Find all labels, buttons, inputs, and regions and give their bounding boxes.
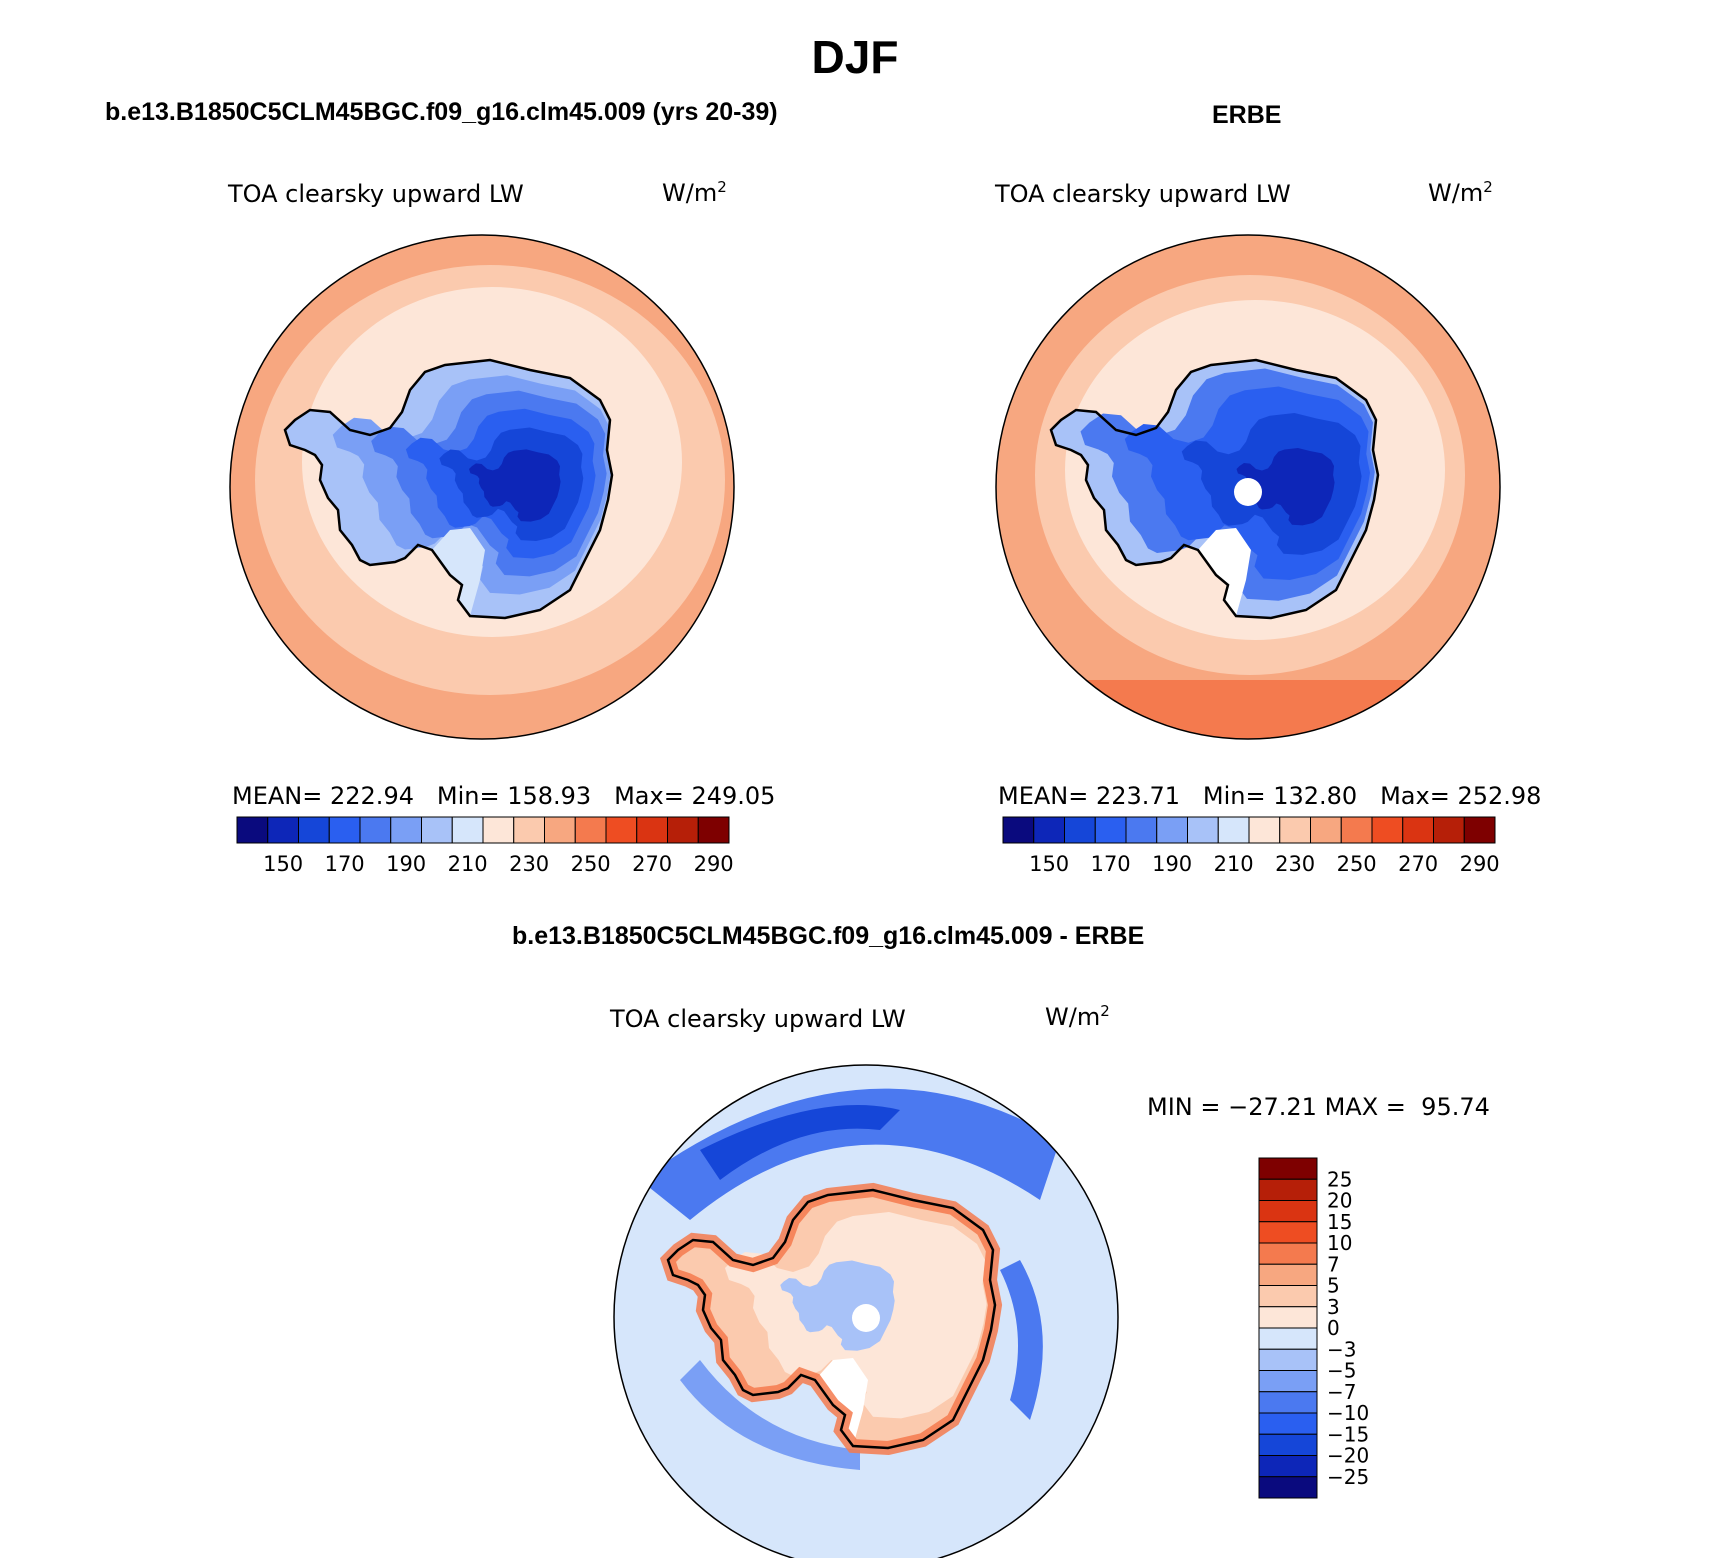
model-colorbar-swatch [298, 816, 330, 844]
diff-colorbar-swatch [1258, 1348, 1318, 1371]
obs-colorbar-swatch [1094, 816, 1127, 844]
model-colorbar-tick-label: 170 [325, 852, 365, 876]
diff-colorbar-swatch [1258, 1200, 1318, 1223]
obs-colorbar-tick-label: 270 [1398, 852, 1438, 876]
obs-colorbar-swatch [1279, 816, 1311, 844]
model-variable-label: TOA clearsky upward LW [228, 180, 524, 208]
diff-colorbar-tick-label: −20 [1327, 1444, 1369, 1468]
obs-colorbar-swatch [1371, 816, 1404, 844]
model-colorbar-swatch [482, 816, 515, 844]
obs-colorbar-swatch [1125, 816, 1158, 844]
diff-panel-title: b.e13.B1850C5CLM45BGC.f09_g16.clm45.009 … [512, 922, 1145, 950]
obs-colorbar-swatch [1002, 816, 1035, 844]
model-polar-map [229, 234, 735, 740]
diff-colorbar-tick-label: 10 [1327, 1231, 1352, 1255]
diff-colorbar-swatch [1258, 1157, 1318, 1180]
figure-title: DJF [811, 31, 899, 83]
diff-colorbar-tick-label: 20 [1327, 1189, 1352, 1213]
diff-colorbar-swatch [1258, 1221, 1318, 1244]
obs-colorbar-tick-label: 190 [1152, 852, 1192, 876]
model-colorbar-swatch [236, 816, 269, 844]
diff-colorbar-swatch [1258, 1370, 1318, 1393]
diff-variable-label: TOA clearsky upward LW [610, 1005, 906, 1033]
obs-colorbar-swatch [1248, 816, 1281, 844]
obs-colorbar-tick-label: 150 [1029, 852, 1069, 876]
model-colorbar-swatch [574, 816, 607, 844]
diff-colorbar-swatch [1258, 1263, 1318, 1286]
diff-colorbar-swatch [1258, 1455, 1318, 1478]
model-colorbar-swatch [667, 816, 699, 844]
model-colorbar-swatch [697, 816, 730, 844]
obs-colorbar-swatch [1187, 816, 1219, 844]
obs-units-label: W/m2 [1428, 178, 1493, 207]
model-colorbar-tick-label: 250 [571, 852, 611, 876]
diff-colorbar-tick-label: 15 [1327, 1210, 1352, 1234]
model-colorbar-swatch [359, 816, 392, 844]
obs-colorbar-tick-label: 290 [1460, 852, 1500, 876]
diff-colorbar-tick-label: 5 [1327, 1274, 1340, 1298]
model-panel-title: b.e13.B1850C5CLM45BGC.f09_g16.clm45.009 … [105, 98, 778, 126]
obs-colorbar-swatch [1402, 816, 1434, 844]
diff-colorbar-tick-label: −5 [1327, 1359, 1356, 1383]
diff-colorbar-tick-label: 3 [1327, 1295, 1340, 1319]
obs-panel-title: ERBE [1212, 101, 1282, 129]
obs-colorbar-tick-label: 230 [1275, 852, 1315, 876]
diff-stats: MIN = −27.21 MAX = 95.74 [1147, 1093, 1490, 1121]
model-colorbar-swatch [636, 816, 668, 844]
model-colorbar-tick-label: 270 [632, 852, 672, 876]
obs-colorbar-swatch [1064, 816, 1096, 844]
model-colorbar-tick-label: 230 [509, 852, 549, 876]
diff-colorbar-swatch [1258, 1178, 1318, 1201]
obs-stats: MEAN= 223.71 Min= 132.80 Max= 252.98 [998, 782, 1542, 810]
obs-colorbar-swatch [1463, 816, 1496, 844]
obs-colorbar-swatch [1310, 816, 1342, 844]
model-colorbar-swatch [267, 816, 299, 844]
obs-colorbar-swatch [1033, 816, 1065, 844]
diff-colorbar-swatch [1258, 1391, 1318, 1414]
diff-colorbar-tick-label: 0 [1327, 1316, 1340, 1340]
obs-colorbar-tick-label: 170 [1091, 852, 1131, 876]
model-colorbar-swatch [513, 816, 545, 844]
obs-variable-label: TOA clearsky upward LW [995, 180, 1291, 208]
obs-colorbar-swatch [1340, 816, 1373, 844]
obs-colorbar-swatch [1156, 816, 1188, 844]
obs-colorbar-swatch [1217, 816, 1250, 844]
model-colorbar-swatch [605, 816, 638, 844]
model-colorbar-swatch [451, 816, 484, 844]
diff-colorbar-swatch [1258, 1476, 1318, 1499]
obs-polar-map [995, 234, 1501, 740]
obs-colorbar-swatch [1433, 816, 1465, 844]
diff-colorbar-tick-label: 7 [1327, 1252, 1340, 1276]
diff-colorbar-swatch [1258, 1412, 1318, 1435]
diff-colorbar-swatch [1258, 1242, 1318, 1265]
diff-colorbar-tick-label: −7 [1327, 1380, 1356, 1404]
diff-units-label: W/m2 [1045, 1002, 1110, 1031]
diff-colorbar-tick-label: −15 [1327, 1422, 1369, 1446]
model-colorbar-swatch [421, 816, 453, 844]
obs-colorbar: 150 170 190 210 230 250 270 290 [1002, 816, 1500, 876]
model-units-label: W/m2 [662, 178, 727, 207]
model-colorbar-swatch [390, 816, 422, 844]
obs-colorbar-tick-label: 210 [1214, 852, 1254, 876]
diff-colorbar-tick-label: −10 [1327, 1401, 1369, 1425]
model-colorbar-tick-label: 190 [386, 852, 426, 876]
model-colorbar-tick-label: 150 [263, 852, 303, 876]
diff-colorbar-tick-label: 25 [1327, 1167, 1352, 1191]
model-colorbar-swatch [544, 816, 576, 844]
model-colorbar-tick-label: 290 [694, 852, 734, 876]
diff-colorbar-swatch [1258, 1306, 1318, 1329]
diff-polar-map [613, 1064, 1119, 1558]
model-stats: MEAN= 222.94 Min= 158.93 Max= 249.05 [232, 782, 776, 810]
model-colorbar-swatch [328, 816, 361, 844]
diff-colorbar-swatch [1258, 1285, 1318, 1308]
diff-colorbar-swatch [1258, 1433, 1318, 1456]
model-colorbar: 150 170 190 210 230 250 270 290 [236, 816, 734, 876]
model-colorbar-tick-label: 210 [448, 852, 488, 876]
diff-colorbar-swatch [1258, 1327, 1318, 1350]
diff-colorbar-tick-label: −3 [1327, 1337, 1356, 1361]
obs-colorbar-tick-label: 250 [1337, 852, 1377, 876]
diff-colorbar-tick-label: −25 [1327, 1465, 1369, 1489]
